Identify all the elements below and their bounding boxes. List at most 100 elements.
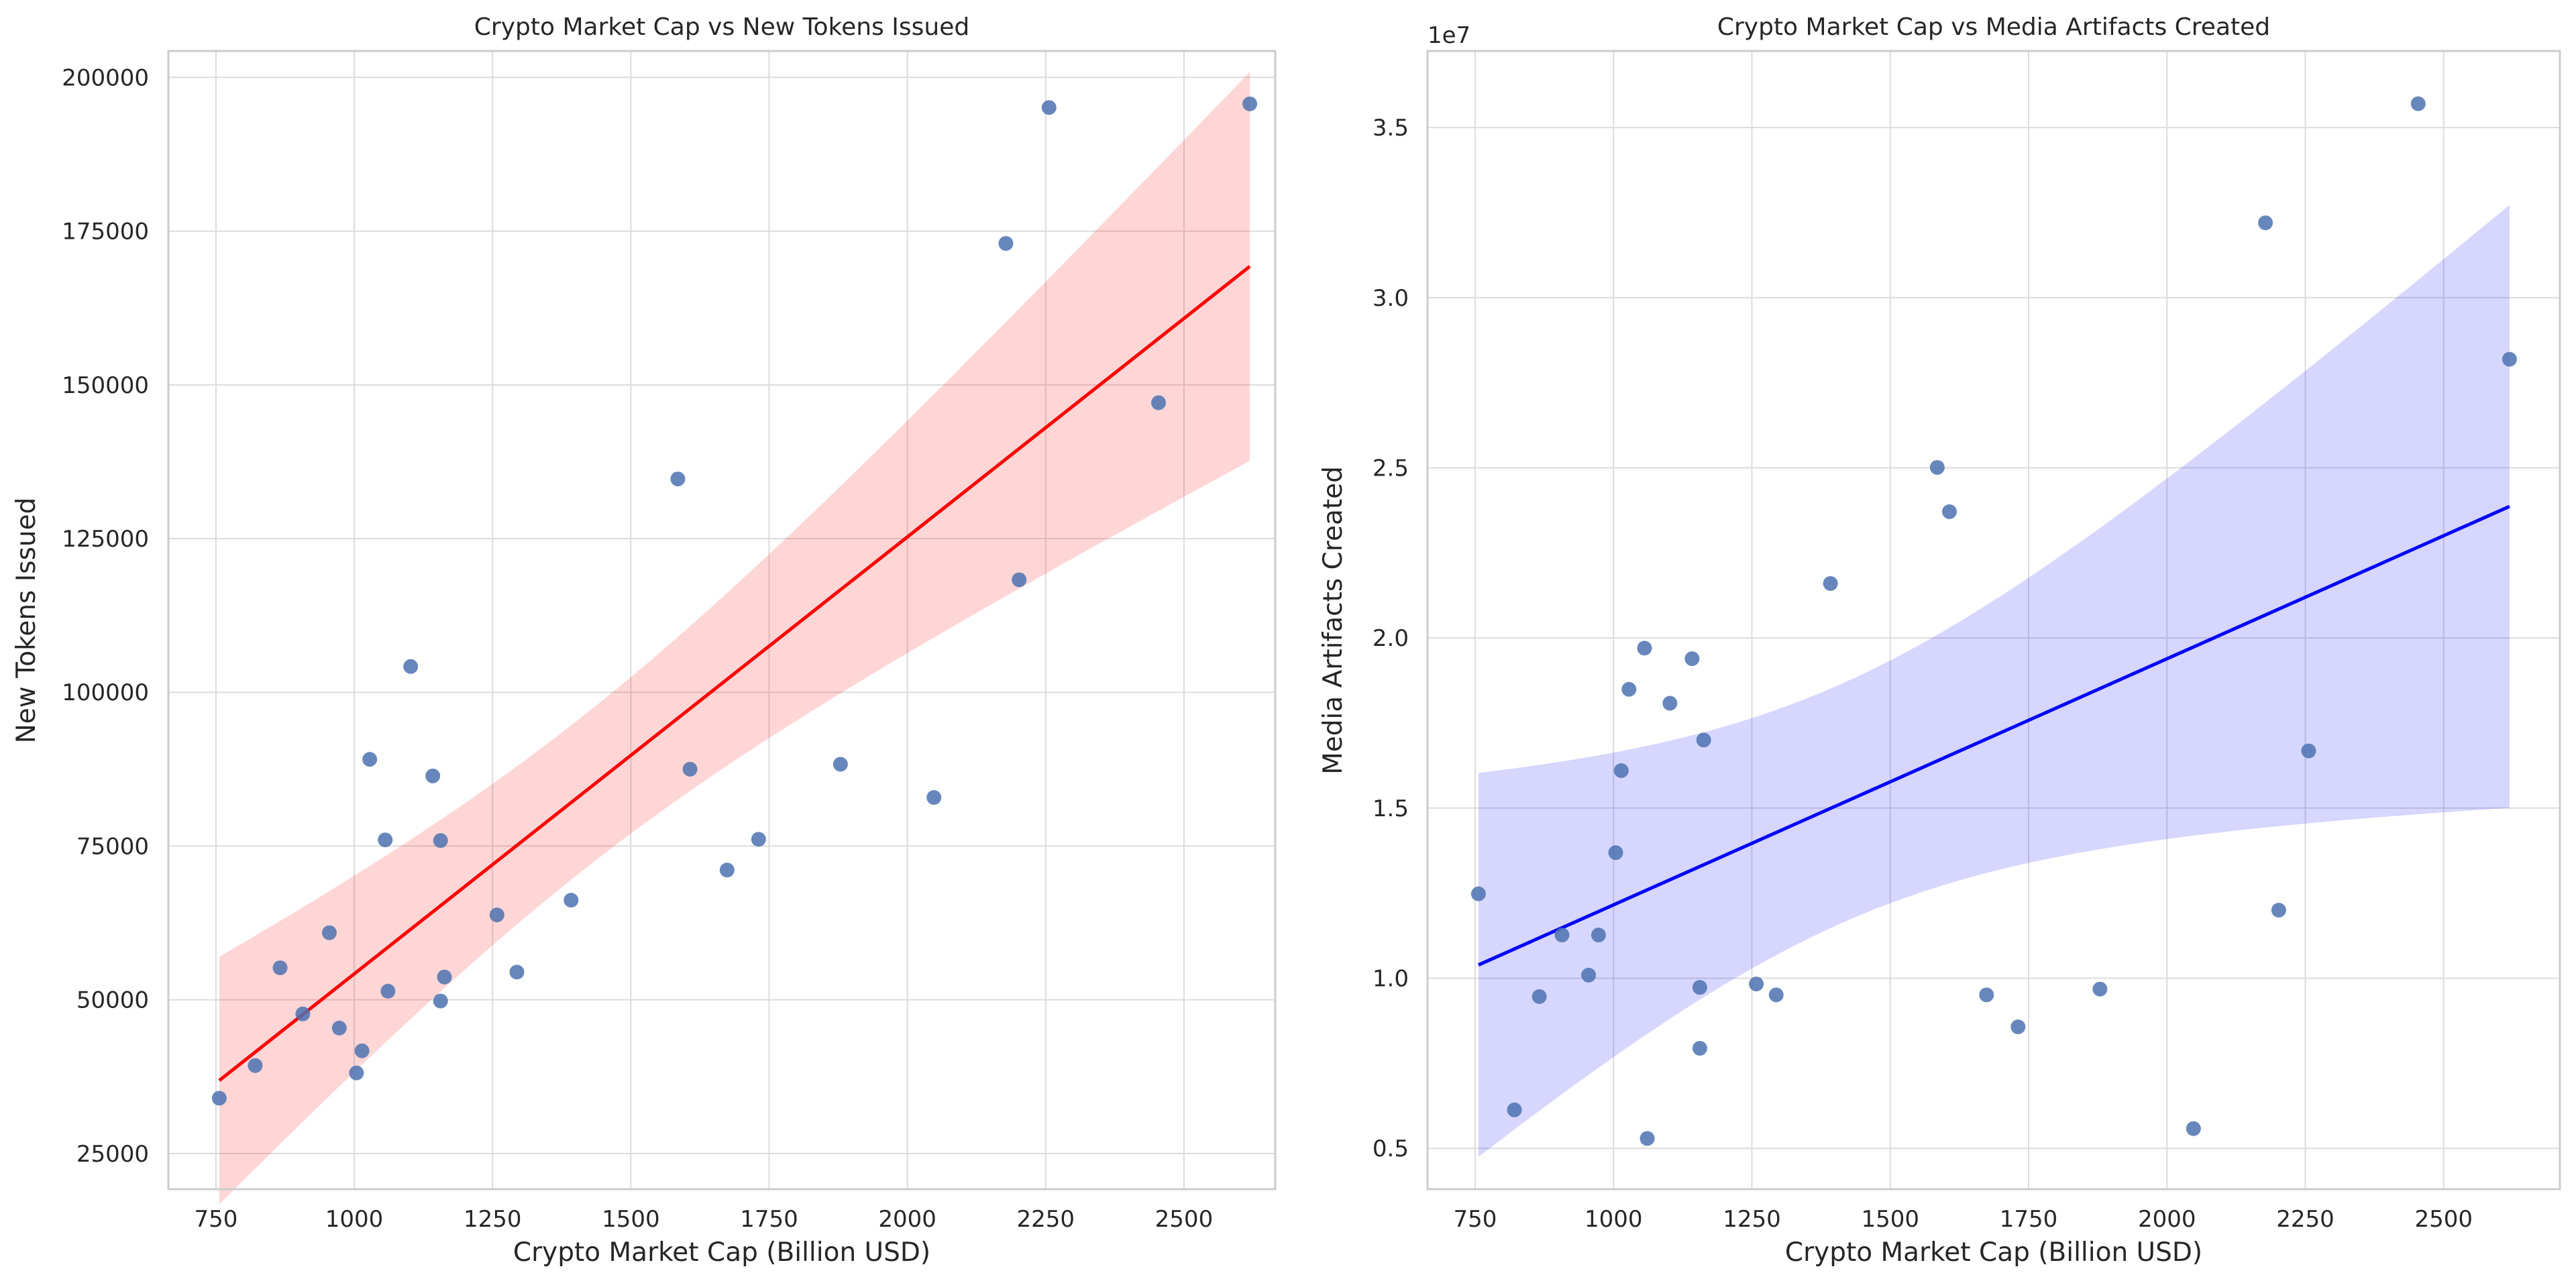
y-tick-label: 50000 [76,987,149,1014]
y-tick-label: 100000 [62,679,149,706]
data-point [1696,732,1711,748]
data-point [682,761,698,777]
data-point [1581,967,1597,983]
data-point [349,1065,364,1081]
data-point [1621,681,1637,697]
data-point [2186,1121,2201,1136]
data-point [2092,981,2108,997]
x-tick-label: 2500 [1155,1206,1214,1233]
data-point [1637,641,1652,656]
x-axis-label: Crypto Market Cap (Billion USD) [1785,1237,2202,1268]
left-scatter-panel: Crypto Market Cap vs New Tokens Issued C… [11,13,1277,1268]
confidence-band [1478,205,2510,1157]
data-point [2271,902,2286,918]
data-point [378,832,393,848]
data-point [1692,1040,1707,1056]
data-point [1662,696,1678,711]
y-axis-label: New Tokens Issued [11,498,42,744]
data-point [362,752,378,767]
data-point [1041,100,1057,115]
y-tick-label: 1.0 [1373,965,1409,992]
data-point [321,925,337,940]
axes-frame [167,50,1277,1191]
data-point [1532,989,1547,1004]
data-point [425,768,441,783]
x-tick-label: 1750 [2000,1206,2058,1233]
plot-area [167,50,1277,1205]
x-axis-label: Crypto Market Cap (Billion USD) [513,1237,930,1268]
data-point [1823,575,1838,591]
data-point [1242,96,1258,111]
data-point [1591,928,1606,943]
data-point [1941,504,1957,519]
right-scatter-panel: Crypto Market Cap vs Media Artifacts Cre… [1318,13,2561,1268]
x-tick-label: 2250 [1017,1206,1075,1233]
data-point [295,1006,311,1021]
data-point [354,1043,370,1058]
data-point [1554,928,1570,943]
plot-area [1426,50,2561,1191]
chart-title: Crypto Market Cap vs New Tokens Issued [474,13,969,41]
y-tick-label: 175000 [62,219,149,245]
data-point [1684,651,1700,667]
data-point [403,659,419,674]
y-tick-label: 2.5 [1373,455,1409,482]
y-tick-label: 0.5 [1373,1136,1409,1162]
data-point [2258,215,2273,231]
data-point [2301,743,2316,759]
data-point [331,1020,347,1036]
x-tick-label: 1000 [325,1206,384,1233]
data-point [1768,987,1784,1003]
data-point [1692,980,1707,995]
data-point [2010,1019,2026,1035]
data-point [433,833,448,848]
data-point [509,964,525,980]
data-point [926,789,942,805]
confidence-band [219,72,1250,1205]
data-point [1470,886,1486,901]
data-point [564,893,579,908]
x-tick-label: 750 [194,1206,237,1233]
y-tick-label: 25000 [76,1141,149,1168]
x-tick-label: 1500 [1861,1206,1919,1233]
data-point [248,1058,263,1073]
y-tick-label: 150000 [62,372,149,399]
data-point [1613,763,1629,778]
x-tick-label: 2000 [2138,1206,2196,1233]
data-point [670,472,686,487]
x-tick-label: 2500 [2414,1206,2473,1233]
data-point [380,983,396,999]
x-tick-label: 1250 [1723,1206,1781,1233]
x-tick-label: 2000 [878,1206,936,1233]
y-tick-label: 1.5 [1373,795,1409,822]
data-point [1507,1102,1522,1117]
y-tick-label: 3.0 [1373,285,1409,312]
y-tick-label: 125000 [62,526,149,553]
data-point [1979,987,1994,1003]
data-point [1012,572,1027,588]
data-point [998,235,1014,251]
y-tick-label: 75000 [76,833,149,860]
data-point [211,1091,227,1106]
data-point [751,832,766,847]
regression-line [218,265,1251,1082]
x-tick-label: 1000 [1585,1206,1643,1233]
axes-frame [1426,50,2561,1191]
chart-title: Crypto Market Cap vs Media Artifacts Cre… [1717,13,2270,41]
data-point [719,863,735,878]
data-point [2410,96,2426,111]
x-tick-label: 2250 [2276,1206,2334,1233]
y-tick-label: 2.0 [1373,625,1409,652]
x-tick-label: 1250 [464,1206,522,1233]
x-tick-label: 750 [1453,1206,1497,1233]
data-point [1608,845,1623,861]
data-point [2502,351,2517,367]
data-point [1151,395,1167,410]
data-point [272,960,288,975]
data-point [489,907,504,923]
y-axis-label: Media Artifacts Created [1318,466,1348,775]
y-tick-label: 200000 [62,64,149,91]
data-point [437,969,452,985]
data-point [833,757,848,772]
